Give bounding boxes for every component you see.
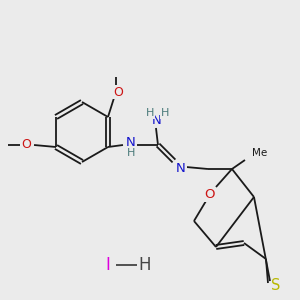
Text: O: O <box>113 85 123 98</box>
Text: N: N <box>152 113 162 127</box>
Text: O: O <box>205 188 215 202</box>
Text: H: H <box>139 256 151 274</box>
Text: H: H <box>146 108 154 118</box>
Text: N: N <box>176 161 186 175</box>
Text: N: N <box>126 136 136 149</box>
Text: H: H <box>161 108 169 118</box>
Text: S: S <box>271 278 281 292</box>
Text: H: H <box>127 148 135 158</box>
Text: I: I <box>106 256 110 274</box>
Text: O: O <box>21 139 31 152</box>
Text: Me: Me <box>252 148 267 158</box>
